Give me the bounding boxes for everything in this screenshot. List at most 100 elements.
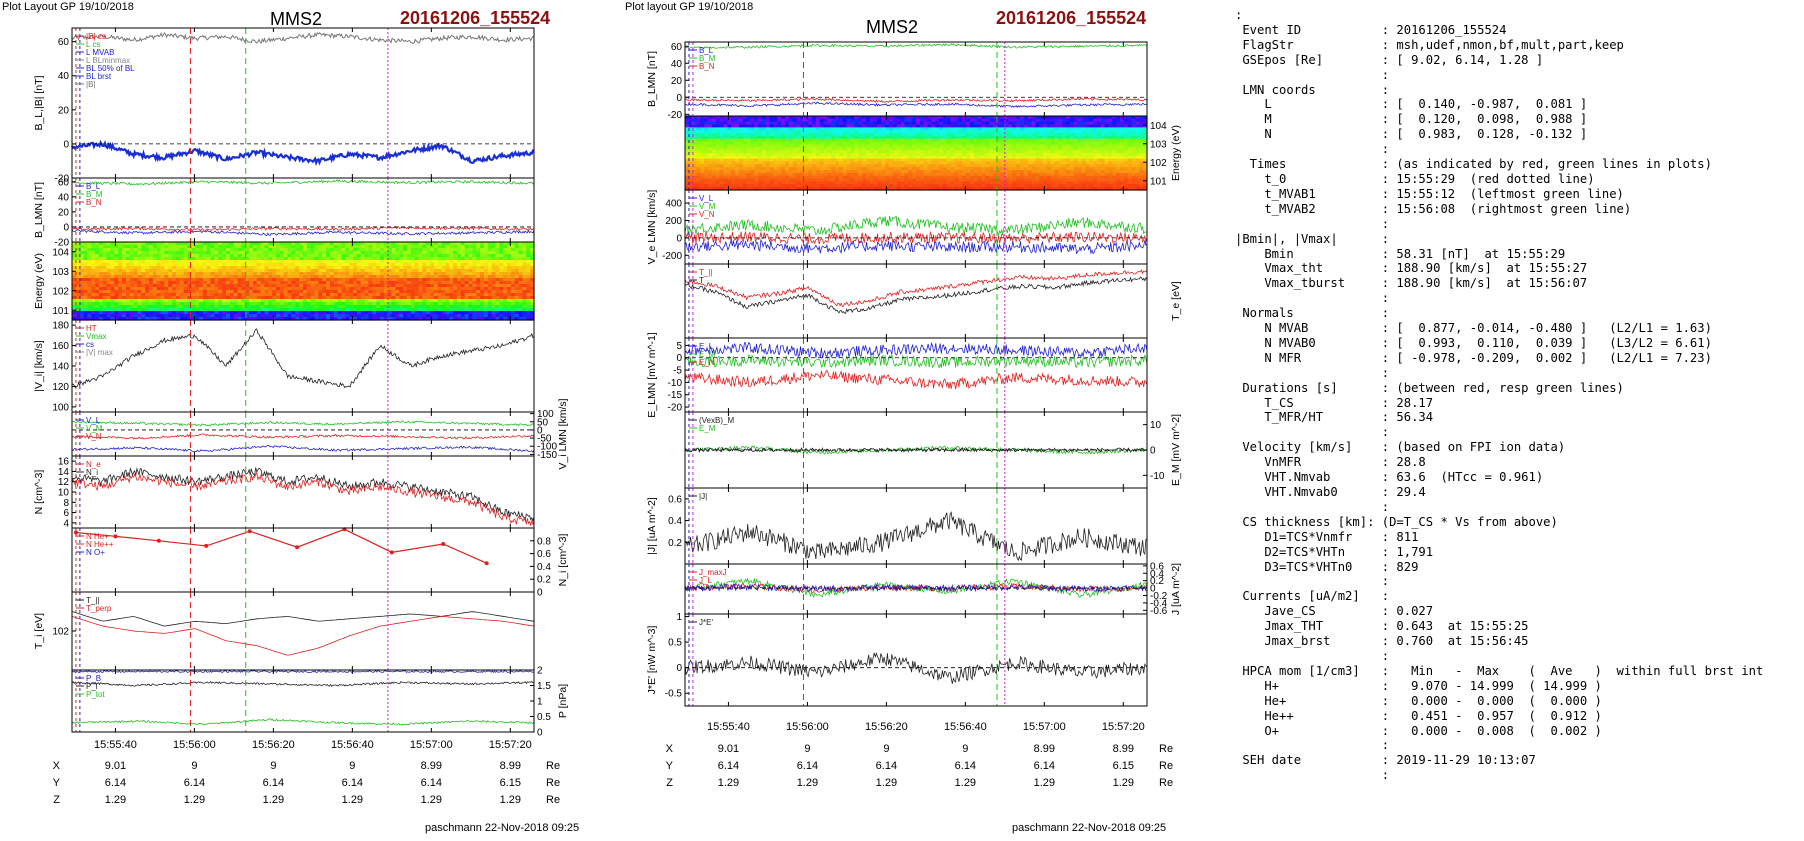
spectrogram-cell xyxy=(445,272,450,276)
spectrogram-cell xyxy=(715,133,721,137)
spectrogram-cell xyxy=(125,290,131,294)
spectrogram-cell xyxy=(345,293,350,297)
spectrogram-cell xyxy=(487,293,493,297)
spectrogram-cell xyxy=(314,299,319,303)
spectrogram-cell xyxy=(333,311,339,315)
spectrogram-cell xyxy=(839,116,844,120)
spectrogram-cell xyxy=(792,150,798,154)
spectrogram-cell xyxy=(303,245,308,249)
spectrogram-cell xyxy=(345,275,350,279)
spectrogram-cell xyxy=(892,144,898,148)
spectrogram-cell xyxy=(79,290,85,294)
spectrogram-cell xyxy=(750,116,755,120)
spectrogram-cell xyxy=(256,299,262,303)
legend-entry: N_i xyxy=(86,468,98,477)
spectrogram-cell xyxy=(457,254,462,258)
spectrogram-cell xyxy=(414,299,420,303)
spectrogram-cell xyxy=(808,130,813,134)
spectrogram-cell xyxy=(1039,144,1044,148)
spectrogram-cell xyxy=(395,293,400,297)
spectrogram-cell xyxy=(499,260,504,264)
series-line xyxy=(71,139,535,167)
spectrogram-cell xyxy=(406,251,412,255)
spectrogram-cell xyxy=(437,287,443,291)
spectrogram-cell xyxy=(850,141,855,146)
spectrogram-cell xyxy=(226,281,231,285)
spectrogram-cell xyxy=(514,245,520,249)
spectrogram-cell xyxy=(206,293,212,297)
spectrogram-cell xyxy=(1077,147,1083,151)
spectrogram-cell xyxy=(919,144,925,148)
spectrogram-cell xyxy=(75,305,81,309)
spectrogram-cell xyxy=(268,308,273,312)
spectrogram-cell xyxy=(510,257,516,261)
spectrogram-cell xyxy=(260,278,266,282)
spectrogram-cell xyxy=(229,284,235,288)
spectrogram-cell xyxy=(125,314,131,318)
spectrogram-cell xyxy=(430,308,435,312)
spectrogram-cell xyxy=(87,275,92,279)
spectrogram-cell xyxy=(160,275,165,279)
spectrogram-cell xyxy=(306,317,312,321)
spectrogram-cell xyxy=(1112,147,1117,151)
spectrogram-cell xyxy=(364,272,370,276)
spectrogram-cell xyxy=(383,266,389,270)
spectrogram-cell xyxy=(98,254,104,258)
spectrogram-cell xyxy=(414,302,420,306)
spectrogram-cell xyxy=(962,141,967,146)
spectrogram-cell xyxy=(503,254,508,258)
spectrogram-cell xyxy=(376,302,381,306)
spectrogram-cell xyxy=(1073,135,1079,140)
spectrogram-cell xyxy=(1100,124,1106,128)
spectrogram-cell xyxy=(256,257,262,261)
spectrogram-cell xyxy=(249,242,254,246)
spectrogram-cell xyxy=(268,248,273,252)
spectrogram-cell xyxy=(214,290,219,294)
spectrogram-cell xyxy=(391,281,396,285)
spectrogram-cell xyxy=(1000,124,1006,128)
spectrogram-cell xyxy=(785,130,790,134)
spectrogram-cell xyxy=(214,254,219,258)
spectrogram-cell xyxy=(87,305,92,309)
spectrogram-cell xyxy=(137,317,142,321)
spectrogram-cell xyxy=(796,144,802,148)
spectrogram-cell xyxy=(349,245,354,249)
spectrogram-cell xyxy=(457,287,462,291)
spectrogram-cell xyxy=(503,287,508,291)
spectrogram-cell xyxy=(199,299,204,303)
spectrogram-cell xyxy=(91,248,96,252)
spectrogram-cell xyxy=(83,308,88,312)
spectrogram-cell xyxy=(912,133,917,137)
spectrogram-cell xyxy=(491,260,497,264)
spectrogram-cell xyxy=(491,308,497,312)
spectrogram-cell xyxy=(727,144,732,148)
spectrogram-cell xyxy=(353,296,358,300)
spectrogram-cell xyxy=(191,242,196,246)
spectrogram-cell xyxy=(399,305,404,309)
spectrogram-cell xyxy=(896,147,902,151)
spectrogram-cell xyxy=(1039,116,1044,120)
spectrogram-cell xyxy=(715,116,721,120)
spectrogram-cell xyxy=(233,308,239,312)
spectrogram-cell xyxy=(1089,116,1094,120)
spectrogram-cell xyxy=(862,130,867,134)
legend-entry: N O+ xyxy=(86,548,105,557)
spectrogram-cell xyxy=(137,314,142,318)
legend-entry: L MVAB xyxy=(86,48,114,57)
spectrogram-cell xyxy=(295,245,300,249)
spectrogram-cell xyxy=(526,302,531,306)
axis-label: B_LMN [nT] xyxy=(646,51,658,107)
spectrogram-cell xyxy=(368,242,373,246)
spectrogram-cell xyxy=(137,305,142,309)
spectrogram-cell xyxy=(102,287,108,291)
spectrogram-cell xyxy=(399,257,404,261)
spectrogram-cell xyxy=(175,266,181,270)
spectrogram-cell xyxy=(314,245,319,249)
spectrogram-cell xyxy=(711,135,717,140)
spectrogram-cell xyxy=(1035,144,1040,148)
spectrogram-cell xyxy=(453,275,458,279)
spectrogram-cell xyxy=(149,284,154,288)
spectrogram-cell xyxy=(453,281,458,285)
spectrogram-cell xyxy=(449,272,454,276)
